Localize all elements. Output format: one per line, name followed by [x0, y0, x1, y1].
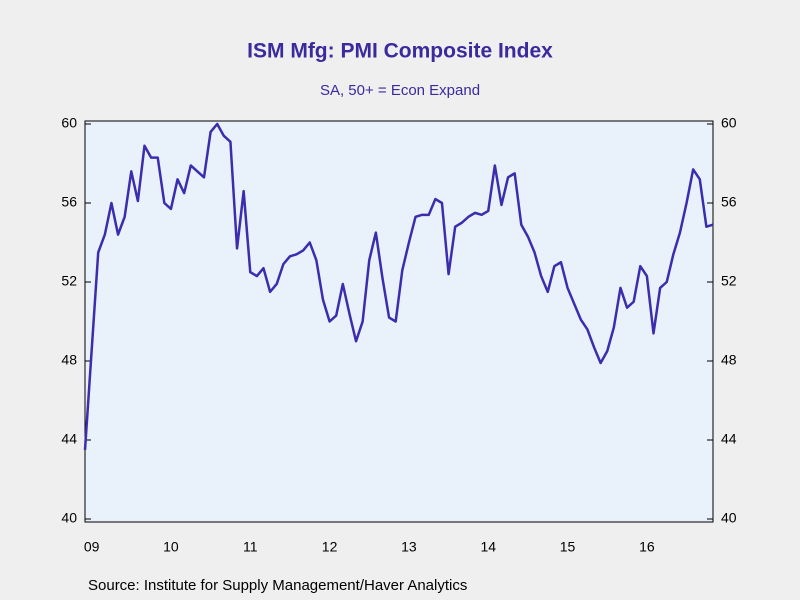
y-tick-label: 52	[61, 273, 77, 289]
source: Source: Institute for Supply Management/…	[88, 577, 467, 594]
y2-tick-label: 60	[721, 115, 737, 131]
y2-tick-label: 52	[721, 273, 737, 289]
x-tick-label: 09	[84, 539, 100, 555]
y2-tick-label: 44	[721, 431, 737, 447]
x-tick-label: 13	[401, 539, 417, 555]
chart-subtitle: SA, 50+ = Econ Expand	[320, 82, 480, 99]
x-tick-label: 11	[243, 539, 258, 555]
x-tick-label: 10	[163, 539, 179, 555]
x-tick-label: 14	[480, 539, 496, 555]
y-tick-label: 40	[61, 510, 77, 526]
x-tick-label: 16	[639, 539, 655, 555]
y-tick-label: 48	[61, 352, 77, 368]
plot-area	[84, 120, 714, 523]
y2-tick-label: 40	[721, 510, 737, 526]
series-line	[83, 122, 714, 450]
y-tick-label: 60	[61, 115, 77, 131]
x-tick-label: 15	[560, 539, 576, 555]
x-tick-label: 12	[322, 539, 338, 555]
y2-tick-label: 56	[721, 194, 737, 210]
y2-tick-label: 48	[721, 352, 737, 368]
chart-title: ISM Mfg: PMI Composite Index	[247, 40, 553, 63]
y-tick-label: 44	[61, 431, 77, 447]
y-tick-label: 56	[61, 194, 77, 210]
